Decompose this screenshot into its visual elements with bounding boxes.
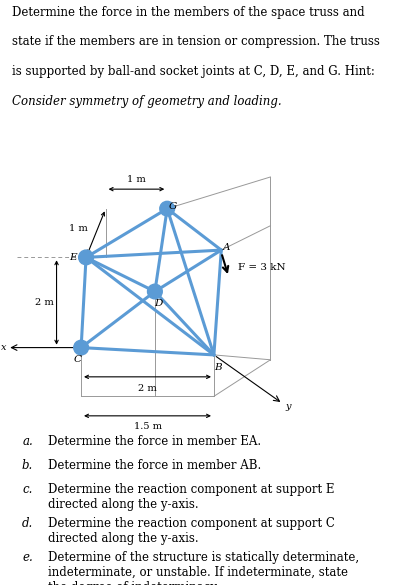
Circle shape xyxy=(160,201,175,216)
Text: Determine the force in member EA.: Determine the force in member EA. xyxy=(48,435,262,448)
Text: y: y xyxy=(285,401,290,411)
Text: Determine of the structure is statically determinate,
indeterminate, or unstable: Determine of the structure is statically… xyxy=(48,551,360,585)
Text: 1 m: 1 m xyxy=(69,223,88,233)
Text: E: E xyxy=(69,253,76,262)
Text: D: D xyxy=(154,299,163,308)
Text: Determine the force in member AB.: Determine the force in member AB. xyxy=(48,459,262,472)
Text: x: x xyxy=(1,343,6,352)
Text: b.: b. xyxy=(22,459,33,472)
Circle shape xyxy=(147,284,162,299)
Text: c.: c. xyxy=(22,483,33,495)
Text: Determine the reaction component at support C
directed along the y-axis.: Determine the reaction component at supp… xyxy=(48,517,335,545)
Text: d.: d. xyxy=(22,517,33,530)
Circle shape xyxy=(74,340,89,355)
Text: A: A xyxy=(223,243,230,252)
Text: 2 m: 2 m xyxy=(138,384,157,393)
Text: G: G xyxy=(169,202,177,211)
Text: Determine the reaction component at support E
directed along the y-axis.: Determine the reaction component at supp… xyxy=(48,483,335,511)
Text: 2 m: 2 m xyxy=(35,298,54,307)
Text: B: B xyxy=(214,363,221,371)
Text: a.: a. xyxy=(22,435,33,448)
Text: C: C xyxy=(73,355,82,364)
Text: e.: e. xyxy=(22,551,33,564)
Text: 1 m: 1 m xyxy=(127,176,146,184)
Text: 1.5 m: 1.5 m xyxy=(134,422,162,431)
Text: Consider symmetry of geometry and loading.: Consider symmetry of geometry and loadin… xyxy=(12,95,281,108)
Circle shape xyxy=(79,250,93,264)
Text: state if the members are in tension or compression. The truss: state if the members are in tension or c… xyxy=(12,36,380,49)
Text: Determine the force in the members of the space truss and: Determine the force in the members of th… xyxy=(12,6,364,19)
Text: F = 3 kN: F = 3 kN xyxy=(238,263,286,271)
Text: is supported by ball-and socket joints at C, D, E, and G. Hint:: is supported by ball-and socket joints a… xyxy=(12,65,375,78)
